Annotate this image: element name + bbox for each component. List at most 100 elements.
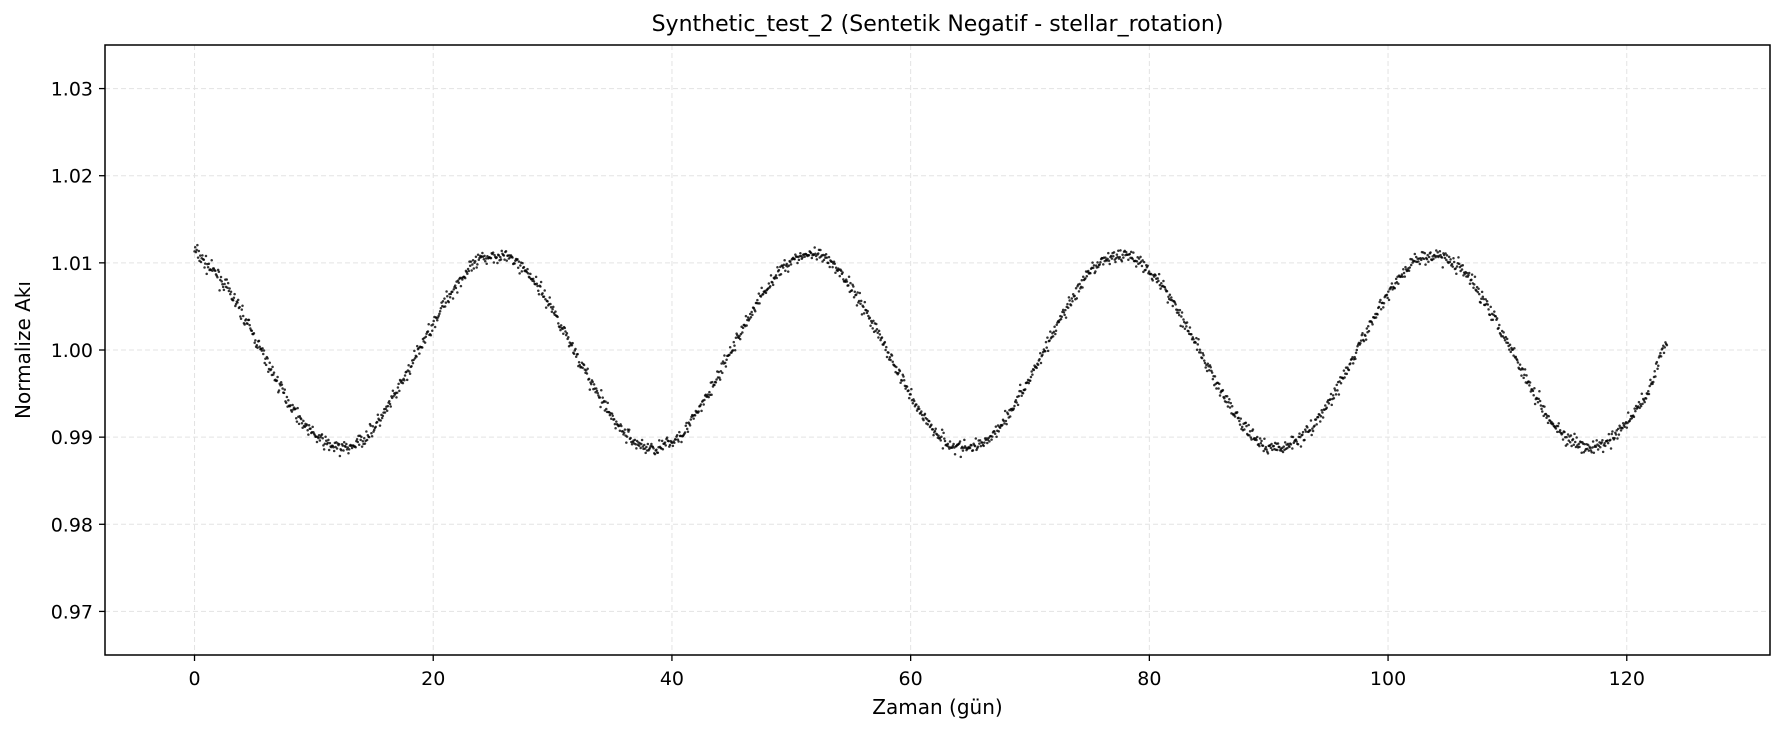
data-point xyxy=(1609,447,1613,450)
data-point xyxy=(1397,282,1400,286)
data-point xyxy=(1425,257,1429,261)
data-point xyxy=(663,441,667,444)
data-point xyxy=(373,428,376,432)
data-point xyxy=(522,265,526,269)
data-point xyxy=(852,285,855,288)
data-point xyxy=(596,391,599,395)
data-point xyxy=(1077,290,1081,293)
data-point xyxy=(543,289,546,292)
data-point xyxy=(347,452,350,455)
data-point xyxy=(656,451,660,454)
data-point xyxy=(284,401,288,405)
x-tick-label: 120 xyxy=(1609,668,1645,690)
data-point xyxy=(1235,410,1239,414)
data-point xyxy=(757,292,761,295)
data-point xyxy=(1078,282,1081,286)
data-point xyxy=(910,387,913,391)
data-point xyxy=(1619,429,1623,432)
data-point xyxy=(923,412,927,416)
data-point xyxy=(1097,265,1100,269)
data-point xyxy=(1370,321,1374,324)
data-point xyxy=(261,347,264,350)
data-point xyxy=(1596,448,1600,451)
data-point xyxy=(532,280,536,283)
data-point xyxy=(875,327,879,331)
data-point xyxy=(1178,308,1182,312)
data-point xyxy=(1286,442,1290,446)
data-point xyxy=(1160,282,1163,285)
data-point xyxy=(321,436,324,440)
data-point xyxy=(1481,295,1485,298)
data-point xyxy=(1354,357,1357,361)
data-point xyxy=(968,446,972,450)
data-point xyxy=(1073,294,1076,298)
data-point xyxy=(717,370,720,374)
data-point xyxy=(1321,411,1324,414)
data-point xyxy=(1044,350,1047,353)
data-point xyxy=(1400,273,1404,276)
data-point xyxy=(241,314,245,318)
data-point xyxy=(810,256,814,260)
data-point xyxy=(287,398,290,402)
data-point xyxy=(1182,318,1185,321)
data-point xyxy=(1294,438,1298,441)
data-point xyxy=(1538,399,1542,403)
data-point xyxy=(307,423,311,427)
data-point xyxy=(1131,257,1134,261)
data-point xyxy=(715,378,718,381)
data-point xyxy=(539,280,543,284)
data-point xyxy=(1448,260,1452,264)
data-point xyxy=(841,271,844,274)
data-point xyxy=(1171,304,1174,308)
data-point xyxy=(801,256,804,259)
data-point xyxy=(928,419,931,423)
data-point xyxy=(535,282,539,285)
data-point xyxy=(248,323,251,327)
data-point xyxy=(484,260,487,263)
data-point xyxy=(1489,305,1492,309)
data-point xyxy=(263,361,266,365)
data-point xyxy=(423,341,427,344)
data-point xyxy=(1059,317,1063,321)
data-point xyxy=(1571,438,1575,441)
data-point xyxy=(897,371,900,375)
data-point xyxy=(218,289,221,292)
data-point xyxy=(1092,264,1096,267)
data-point xyxy=(1276,448,1279,452)
data-point xyxy=(978,442,981,445)
data-point xyxy=(485,262,488,266)
data-point xyxy=(1455,265,1459,268)
data-point xyxy=(1589,446,1592,450)
data-point xyxy=(1195,348,1199,352)
data-point xyxy=(315,440,319,444)
data-point xyxy=(1447,255,1451,259)
data-point xyxy=(587,377,591,381)
data-point xyxy=(973,444,977,448)
data-point xyxy=(196,256,200,259)
data-point xyxy=(1270,442,1273,446)
data-point xyxy=(1621,427,1624,430)
data-point xyxy=(1649,378,1652,382)
data-point xyxy=(1107,251,1110,255)
data-point xyxy=(262,352,265,356)
data-point xyxy=(247,318,251,322)
data-point xyxy=(1245,424,1248,428)
data-point xyxy=(608,413,612,417)
data-point xyxy=(1473,275,1477,278)
data-point xyxy=(634,442,637,446)
chart-title: Synthetic_test_2 (Sentetik Negatif - ste… xyxy=(652,12,1224,37)
data-point xyxy=(1413,252,1417,256)
data-point xyxy=(211,269,214,273)
data-point xyxy=(1532,394,1535,397)
data-point xyxy=(718,378,722,381)
data-point xyxy=(283,388,286,391)
data-point xyxy=(502,254,506,257)
data-point xyxy=(1460,268,1464,271)
data-point xyxy=(1309,419,1313,422)
data-point xyxy=(1349,362,1352,365)
data-point xyxy=(610,417,613,421)
data-point xyxy=(1135,260,1139,263)
data-point xyxy=(564,330,567,333)
data-point xyxy=(991,435,994,438)
data-point xyxy=(1174,303,1177,306)
